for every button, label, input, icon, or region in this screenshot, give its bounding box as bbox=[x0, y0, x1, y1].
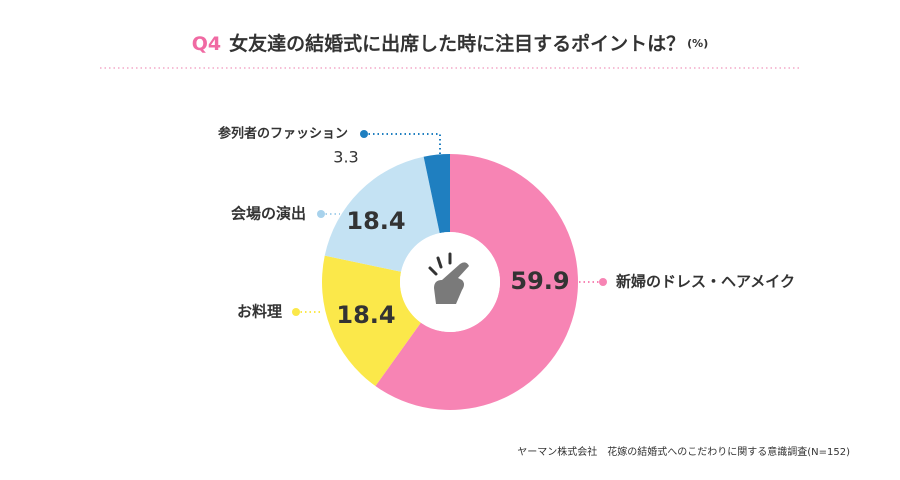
hand-icon bbox=[428, 252, 469, 304]
value-label: 18.4 bbox=[336, 301, 395, 329]
category-label: お料理 bbox=[237, 303, 282, 321]
value-label: 59.9 bbox=[510, 267, 569, 295]
leader-line bbox=[364, 133, 441, 154]
donut-slice bbox=[322, 255, 421, 387]
value-label: 3.3 bbox=[333, 148, 358, 167]
leader-dot bbox=[599, 278, 607, 286]
chart-title: 女友達の結婚式に出席した時に注目するポイントは？ bbox=[229, 32, 685, 55]
leader-dot bbox=[360, 130, 368, 138]
leader-dot bbox=[317, 210, 325, 218]
spark bbox=[428, 266, 438, 276]
title-group: Q4 女友達の結婚式に出席した時に注目するポイントは？ (%) bbox=[192, 32, 708, 55]
spark bbox=[436, 256, 443, 269]
source: ヤーマン株式会社 花嫁の結婚式へのこだわりに関する意識調査(N=152) bbox=[517, 445, 850, 458]
value-label: 18.4 bbox=[346, 207, 405, 235]
unit: (%) bbox=[687, 37, 708, 50]
donut-slice bbox=[423, 154, 450, 234]
hand bbox=[434, 262, 469, 304]
category-label: 新婦のドレス・ヘアメイク bbox=[616, 273, 795, 291]
donut-slice bbox=[324, 156, 440, 272]
category-label: 会場の演出 bbox=[231, 205, 306, 223]
donut-slice bbox=[375, 154, 579, 410]
title-prefix: Q4 bbox=[192, 33, 221, 55]
leader-dot bbox=[292, 308, 300, 316]
category-label: 参列者のファッション bbox=[218, 126, 348, 142]
